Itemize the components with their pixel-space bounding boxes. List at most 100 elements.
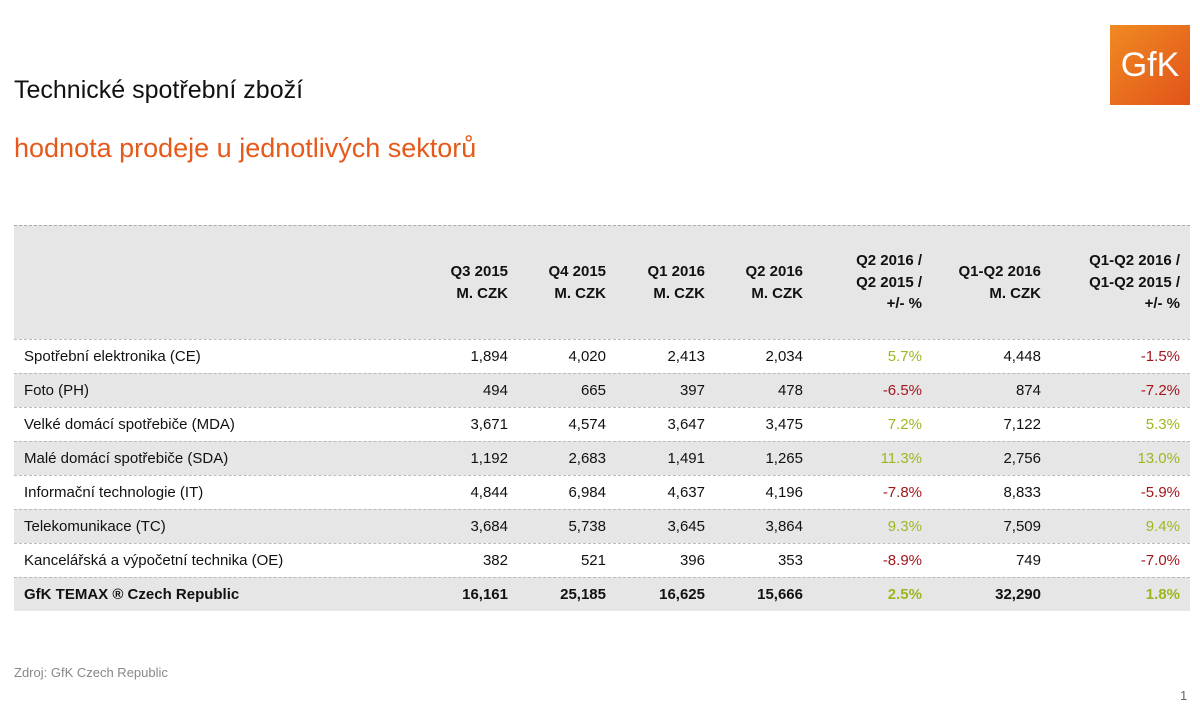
table: Q3 2015 M. CZK Q4 2015 M. CZK Q1 2016 M. CZK Q… — [14, 225, 1190, 611]
cell: 396 — [679, 552, 705, 569]
cell: 2.5% — [887, 586, 922, 603]
row-label: Spotřební elektronika (CE) — [24, 348, 201, 365]
header-line: M. CZK — [653, 284, 705, 302]
cell: 9.3% — [887, 518, 922, 535]
cell: 382 — [482, 552, 508, 569]
cell: -1.5% — [1140, 348, 1180, 365]
table-row: Foto (PH) 494 665 397 478 -6.5% 874 -7.2% — [14, 373, 1190, 407]
header-line: Q2 2016 / — [856, 252, 922, 269]
row-label: GfK TEMAX ® Czech Republic — [24, 586, 240, 603]
cell: 1.8% — [1145, 586, 1180, 603]
cell: 3,864 — [765, 518, 803, 535]
cell: 494 — [482, 382, 508, 399]
cell: 397 — [679, 382, 705, 399]
cell: 1,265 — [765, 450, 803, 467]
header-line: Q1-Q2 2015 / — [1089, 273, 1180, 291]
table-row: Malé domácí spotřebiče (SDA) 1,192 2,683 1,… — [14, 441, 1190, 475]
cell: 4,448 — [1003, 348, 1041, 365]
header-line: Q1-Q2 2016 / — [1089, 252, 1180, 269]
cell: -8.9% — [882, 552, 922, 569]
cell: 4,196 — [765, 484, 803, 501]
header-line: M. CZK — [554, 284, 606, 302]
cell: 3,671 — [470, 416, 508, 433]
column-header: Q3 2015 M. CZK — [450, 261, 508, 304]
header-line: Q2 2015 / — [856, 273, 922, 291]
cell: 3,645 — [667, 518, 705, 535]
cell: 2,683 — [568, 450, 606, 467]
cell: 478 — [777, 382, 803, 399]
header-line: Q2 2016 — [745, 263, 803, 280]
cell: 749 — [1015, 552, 1041, 569]
cell: 25,185 — [560, 586, 606, 603]
table-row: Kancelářská a výpočetní technika (OE) 382… — [14, 543, 1190, 577]
page-number: 1 — [1180, 688, 1188, 703]
header-line: Q4 2015 — [548, 263, 606, 280]
cell: 7,509 — [1003, 518, 1041, 535]
cell: 6,984 — [568, 484, 606, 501]
row-label: Telekomunikace (TC) — [24, 518, 166, 535]
column-header: Q1-Q2 2016 / Q1-Q2 2015 / +/- % — [1089, 250, 1180, 315]
cell: 2,034 — [765, 348, 803, 365]
header-line: Q1-Q2 2016 — [958, 263, 1041, 280]
column-header: Q2 2016 M. CZK — [745, 261, 803, 304]
row-label: Velké domácí spotřebiče (MDA) — [24, 416, 235, 433]
row-label: Informační technologie (IT) — [24, 484, 204, 501]
header-line: M. CZK — [456, 284, 508, 302]
logo: GfK — [1110, 25, 1190, 105]
cell: -6.5% — [882, 382, 922, 399]
cell: 16,625 — [659, 586, 705, 603]
cell: 3,475 — [765, 416, 803, 433]
cell: 1,192 — [470, 450, 508, 467]
table-row: GfK TEMAX ® Czech Republic 16,161 25,185 16… — [14, 577, 1190, 611]
subtitle: hodnota prodeje u jednotlivých sektorů — [14, 133, 477, 163]
column-header: Q2 2016 / Q2 2015 / +/- % — [856, 250, 922, 315]
header-line: M. CZK — [989, 284, 1041, 302]
cell: 7.2% — [887, 416, 922, 433]
cell: -5.9% — [1140, 484, 1180, 501]
row-label: Kancelářská a výpočetní technika (OE) — [24, 552, 284, 569]
header-line: M. CZK — [751, 284, 803, 302]
table-row: Velké domácí spotřebiče (MDA) 3,671 4,574 3… — [14, 407, 1190, 441]
cell: -7.0% — [1140, 552, 1180, 569]
cell: 15,666 — [757, 586, 803, 603]
cell: 2,413 — [667, 348, 705, 365]
cell: 8,833 — [1003, 484, 1041, 501]
cell: 3,647 — [667, 416, 705, 433]
header-line: +/- % — [886, 295, 922, 312]
cell: 13.0% — [1137, 450, 1180, 467]
column-header: Q4 2015 M. CZK — [548, 261, 606, 304]
cell: 353 — [777, 552, 803, 569]
row-label: Malé domácí spotřebiče (SDA) — [24, 450, 229, 467]
cell: 5.7% — [887, 348, 922, 365]
cell: 9.4% — [1145, 518, 1180, 535]
row-label: Foto (PH) — [24, 382, 90, 399]
cell: 4,637 — [667, 484, 705, 501]
cell: 5.3% — [1145, 416, 1180, 433]
title: Technické spotřební zboží — [14, 76, 304, 104]
table-row: Informační technologie (IT) 4,844 6,984 4,6… — [14, 475, 1190, 509]
cell: -7.8% — [882, 484, 922, 501]
cell: 665 — [580, 382, 606, 399]
cell: 7,122 — [1003, 416, 1041, 433]
cell: 4,574 — [568, 416, 606, 433]
cell: 1,491 — [667, 450, 705, 467]
cell: 3,684 — [470, 518, 508, 535]
source: Zdroj: GfK Czech Republic — [14, 665, 168, 680]
header-row: Q3 2015 M. CZK Q4 2015 M. CZK Q1 2016 M. CZK Q… — [14, 225, 1190, 339]
table-row: Telekomunikace (TC) 3,684 5,738 3,645 3,864 9… — [14, 509, 1190, 543]
cell: 11.3% — [880, 450, 922, 467]
cell: 32,290 — [995, 586, 1041, 603]
header-line: +/- % — [1144, 295, 1180, 312]
table-row: Spotřební elektronika (CE) 1,894 4,020 2,41… — [14, 339, 1190, 373]
column-header: Q1-Q2 2016 M. CZK — [958, 261, 1041, 304]
cell: 521 — [580, 552, 606, 569]
cell: 5,738 — [568, 518, 606, 535]
cell: 2,756 — [1003, 450, 1041, 467]
cell: -7.2% — [1140, 382, 1180, 399]
header-line: Q1 2016 — [647, 263, 705, 280]
column-header: Q1 2016 M. CZK — [647, 261, 705, 304]
cell: 4,020 — [568, 348, 606, 365]
cell: 874 — [1015, 382, 1041, 399]
cell: 4,844 — [470, 484, 508, 501]
